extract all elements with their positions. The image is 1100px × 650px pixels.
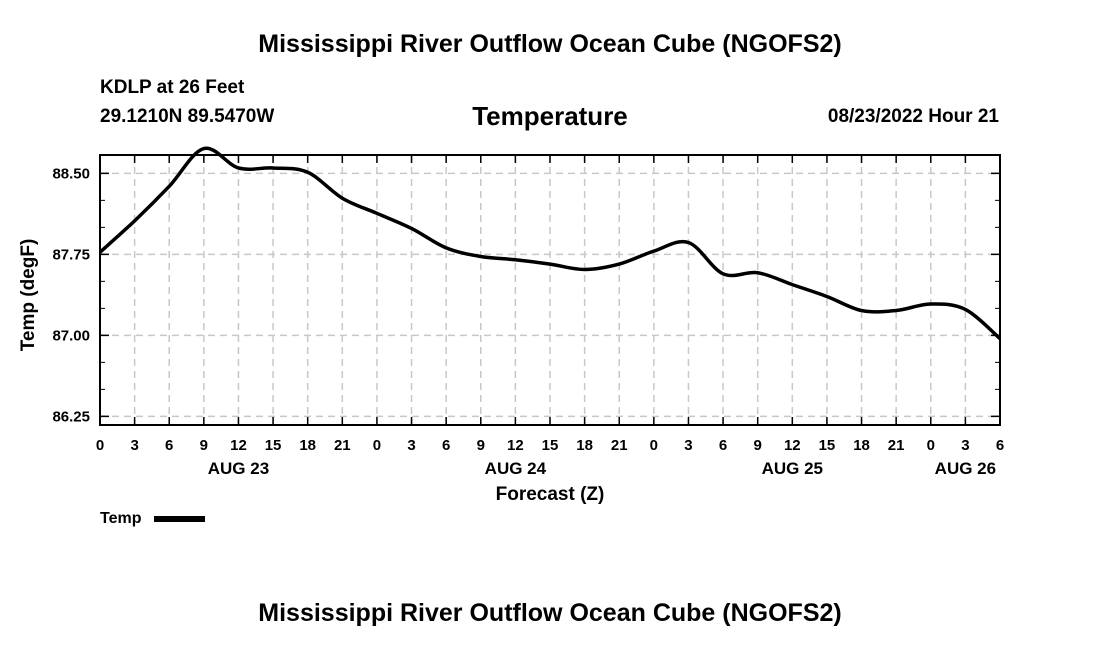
legend: Temp	[100, 510, 205, 528]
x-tick-label: 12	[230, 437, 247, 454]
y-axis-title: Temp (degF)	[18, 239, 39, 352]
series-layer	[98, 146, 1002, 340]
x-tick-label: 3	[961, 437, 969, 454]
x-tick-label: 0	[927, 437, 935, 454]
date-label: AUG 24	[485, 459, 547, 478]
legend-label: Temp	[100, 510, 142, 527]
coordinates-label: 29.1210N 89.5470W	[100, 106, 275, 127]
x-tick-label: 0	[650, 437, 658, 454]
x-tick-label: 15	[542, 437, 559, 454]
x-tick-label: 12	[784, 437, 801, 454]
x-tick-label: 3	[684, 437, 692, 454]
x-tick-label: 0	[373, 437, 381, 454]
x-tick-label: 6	[719, 437, 727, 454]
station-label: KDLP at 26 Feet	[100, 77, 245, 98]
footer-title: Mississippi River Outflow Ocean Cube (NG…	[258, 599, 842, 627]
x-tick-label: 21	[334, 437, 351, 454]
variable-title: Temperature	[472, 101, 628, 131]
x-tick-label: 9	[477, 437, 485, 454]
y-tick-label: 88.50	[52, 165, 90, 182]
axis-labels: 0 3 6 9 12 15 18 21 0 3 6 9 12 15 18 21 0 3 6 9 12 15 18 21 0 3 6 8…	[18, 165, 1004, 505]
x-tick-label: 6	[442, 437, 450, 454]
x-tick-label: 15	[819, 437, 836, 454]
x-tick-label: 9	[200, 437, 208, 454]
x-tick-label: 3	[130, 437, 138, 454]
x-axis-title: Forecast (Z)	[496, 484, 605, 505]
x-tick-label: 9	[754, 437, 762, 454]
x-tick-label: 3	[407, 437, 415, 454]
y-tick-label: 87.75	[52, 246, 90, 263]
legend-swatch	[153, 515, 205, 522]
date-label: AUG 26	[935, 459, 996, 478]
datetime-label: 08/23/2022 Hour 21	[827, 106, 999, 127]
x-tick-label: 21	[888, 437, 905, 454]
y-tick-label: 86.25	[52, 408, 90, 425]
x-tick-label: 0	[96, 437, 104, 454]
x-tick-label: 18	[576, 437, 593, 454]
grid-lines	[100, 155, 1000, 425]
x-tick-label: 21	[611, 437, 628, 454]
x-tick-label: 12	[507, 437, 524, 454]
x-tick-label: 6	[996, 437, 1004, 454]
axes	[99, 154, 1001, 426]
series-line-temp	[98, 146, 1002, 340]
chart-title: Mississippi River Outflow Ocean Cube (NG…	[258, 30, 842, 58]
x-tick-label: 6	[165, 437, 173, 454]
x-tick-label: 18	[299, 437, 316, 454]
date-label: AUG 25	[762, 459, 823, 478]
x-tick-label: 18	[853, 437, 870, 454]
date-label: AUG 23	[208, 459, 269, 478]
x-tick-label: 15	[265, 437, 282, 454]
y-tick-label: 87.00	[52, 327, 90, 344]
plot-frame	[99, 154, 1001, 426]
